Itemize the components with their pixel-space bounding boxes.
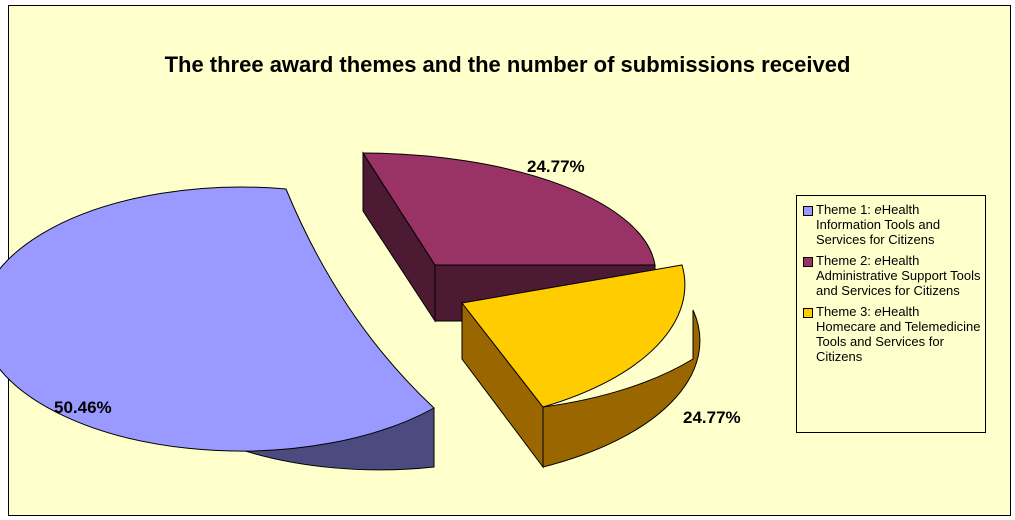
legend-label-theme-1: Theme 1: eHealth Information Tools and S…	[816, 202, 941, 247]
slice-theme-3-side-front	[542, 309, 701, 468]
legend-item-theme-1: Theme 1: eHealth Information Tools and S…	[803, 202, 981, 247]
legend-label-theme-2: Theme 2: eHealth Administrative Support …	[816, 253, 981, 298]
chart-title: The three award themes and the number of…	[164, 52, 851, 77]
legend-swatch-theme-1	[803, 206, 813, 216]
slice-theme-2-top	[362, 152, 656, 266]
legend: Theme 1: eHealth Information Tools and S…	[796, 195, 986, 433]
legend-label-theme-3: Theme 3: eHealth Homecare and Telemedici…	[816, 304, 981, 364]
data-label-theme-3: 24.77%	[683, 408, 741, 427]
data-label-theme-2: 24.77%	[527, 157, 585, 176]
slice-theme-1-top	[0, 186, 435, 452]
slice-theme-3-top	[461, 264, 686, 408]
slice-theme-1	[0, 186, 435, 471]
legend-swatch-theme-3	[803, 308, 813, 318]
legend-swatch-theme-2	[803, 257, 813, 267]
legend-item-theme-2: Theme 2: eHealth Administrative Support …	[803, 253, 981, 298]
slice-theme-3	[461, 264, 701, 469]
data-label-theme-1: 50.46%	[54, 398, 112, 417]
legend-item-theme-3: Theme 3: eHealth Homecare and Telemedici…	[803, 304, 981, 364]
